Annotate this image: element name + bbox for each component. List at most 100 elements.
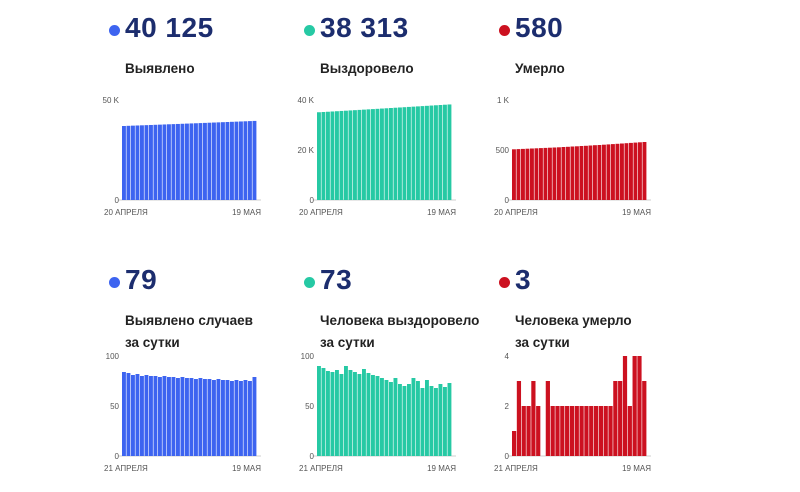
bar (248, 381, 252, 456)
bar (162, 124, 167, 200)
bar (239, 121, 243, 200)
bar (158, 124, 162, 200)
bar (198, 378, 203, 456)
bar (158, 377, 162, 456)
bar (633, 142, 638, 200)
recovered-daily-label: Человека выздоровело за сутки (320, 313, 480, 350)
bar (344, 366, 348, 456)
x-start-label: 20 АПРЕЛЯ (104, 208, 148, 217)
bar (330, 111, 335, 200)
bar (122, 372, 126, 456)
y-tick-label: 100 (106, 352, 120, 361)
bar (530, 148, 534, 200)
y-tick-label: 0 (115, 452, 120, 461)
bar (569, 406, 575, 456)
bar (632, 356, 637, 456)
bar (180, 123, 185, 200)
bar (348, 370, 353, 456)
bar (565, 406, 570, 456)
bar (203, 122, 207, 200)
bar (185, 378, 189, 456)
x-start-label: 21 АПРЕЛЯ (299, 464, 343, 473)
bar (221, 122, 225, 200)
bar (366, 109, 371, 200)
bar (615, 143, 620, 200)
y-tick-label: 50 (305, 402, 314, 411)
bar (339, 374, 344, 456)
detected-dot-icon (109, 25, 120, 36)
bar (438, 105, 443, 200)
bar (144, 375, 149, 456)
bar (593, 406, 599, 456)
bar (248, 121, 252, 200)
detected-daily-value: 79 (125, 264, 158, 295)
bar (362, 369, 366, 456)
bar (443, 387, 447, 456)
bar (344, 110, 348, 200)
bar (198, 123, 203, 200)
y-tick-label: 40 K (298, 96, 315, 105)
recovered-value: 38 313 (320, 12, 409, 43)
x-end-label: 19 МАЯ (622, 464, 651, 473)
died-chart: 0 500 1 K 20 АПРЕЛЯ 19 МАЯ (494, 96, 651, 217)
bar (203, 379, 207, 456)
bar (552, 147, 557, 200)
bar (570, 146, 575, 200)
y-tick-label: 0 (505, 196, 510, 205)
bar (126, 373, 131, 456)
bar (425, 380, 429, 456)
bar (339, 110, 344, 200)
bar (593, 145, 597, 200)
bar (611, 144, 615, 200)
detected-daily-chart: 0 50 100 21 АПРЕЛЯ 19 МАЯ (104, 352, 261, 473)
bar (317, 112, 321, 200)
bar (149, 376, 153, 456)
bar (243, 121, 248, 200)
bar (618, 381, 623, 456)
bar (353, 372, 357, 456)
bar (447, 104, 452, 200)
died-label: Умерло (515, 61, 565, 76)
bar (234, 121, 239, 200)
bar (416, 381, 420, 456)
bar (167, 377, 171, 456)
bar (516, 149, 521, 200)
bar (326, 111, 330, 200)
bar (375, 108, 380, 200)
bar (131, 125, 135, 200)
bar (153, 124, 158, 200)
bar (548, 147, 552, 200)
bar (429, 105, 434, 200)
x-start-label: 20 АПРЕЛЯ (299, 208, 343, 217)
bar (330, 372, 335, 456)
bar (326, 371, 330, 456)
bar (230, 381, 234, 456)
panel-recovered-daily: 73 Человека выздоровело за сутки 0 50 100 2… (290, 252, 540, 492)
bar (512, 431, 517, 456)
bar (153, 376, 158, 456)
bar (357, 109, 362, 200)
bar (176, 378, 180, 456)
bar (447, 383, 452, 456)
bar (642, 142, 647, 200)
bar (627, 406, 632, 456)
bar (543, 147, 548, 200)
bar (579, 406, 584, 456)
panel-died-daily: 3 Человека умерло за сутки 0 2 4 21 АПРЕЛЯ 1… (485, 252, 735, 492)
bar (225, 122, 230, 200)
panel-detected: 40 125 Выявлено 0 50 K 20 АПРЕЛЯ 19 МАЯ (95, 0, 345, 240)
bar (602, 144, 606, 200)
bar (335, 370, 339, 456)
bar (589, 406, 594, 456)
x-end-label: 19 МАЯ (622, 208, 651, 217)
bar (252, 377, 257, 456)
bar (398, 107, 402, 200)
bar (521, 406, 526, 456)
bar (620, 143, 624, 200)
x-start-label: 21 АПРЕЛЯ (494, 464, 538, 473)
panel-detected-daily: 79 Выявлено случаев за сутки 0 50 100 21 АП… (95, 252, 345, 492)
y-tick-label: 100 (301, 352, 315, 361)
bar (230, 121, 234, 200)
bar (122, 126, 126, 200)
bar (516, 381, 522, 456)
